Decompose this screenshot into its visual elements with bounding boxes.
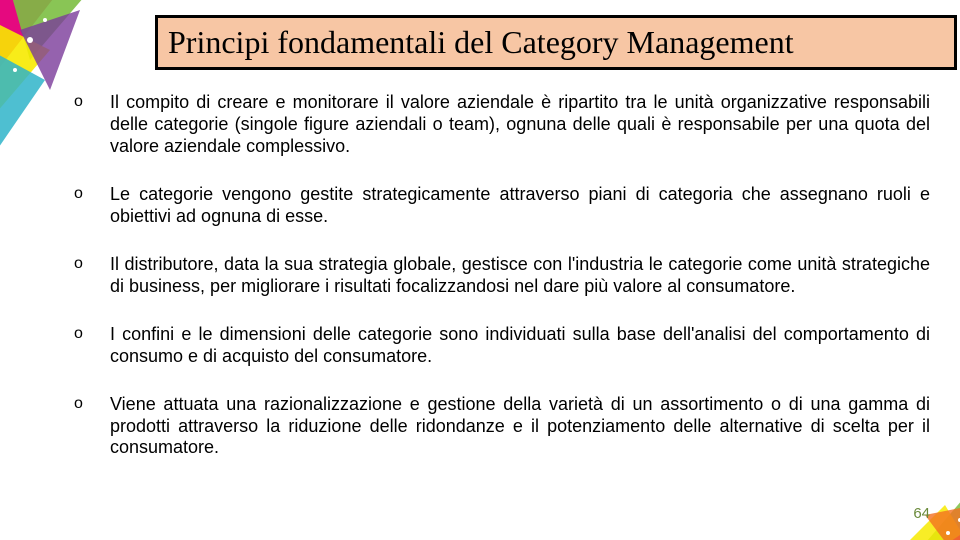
list-item: Il compito di creare e monitorare il val…: [70, 92, 930, 158]
bullet-list: Il compito di creare e monitorare il val…: [70, 92, 930, 459]
title-box: Principi fondamentali del Category Manag…: [155, 15, 957, 70]
list-item: I confini e le dimensioni delle categori…: [70, 324, 930, 368]
page-number: 64: [913, 505, 930, 522]
slide-body: Il compito di creare e monitorare il val…: [70, 92, 930, 485]
list-item: Viene attuata una razionalizzazione e ge…: [70, 394, 930, 460]
list-item: Il distributore, data la sua strategia g…: [70, 254, 930, 298]
list-item: Le categorie vengono gestite strategicam…: [70, 184, 930, 228]
slide-title: Principi fondamentali del Category Manag…: [168, 24, 944, 61]
